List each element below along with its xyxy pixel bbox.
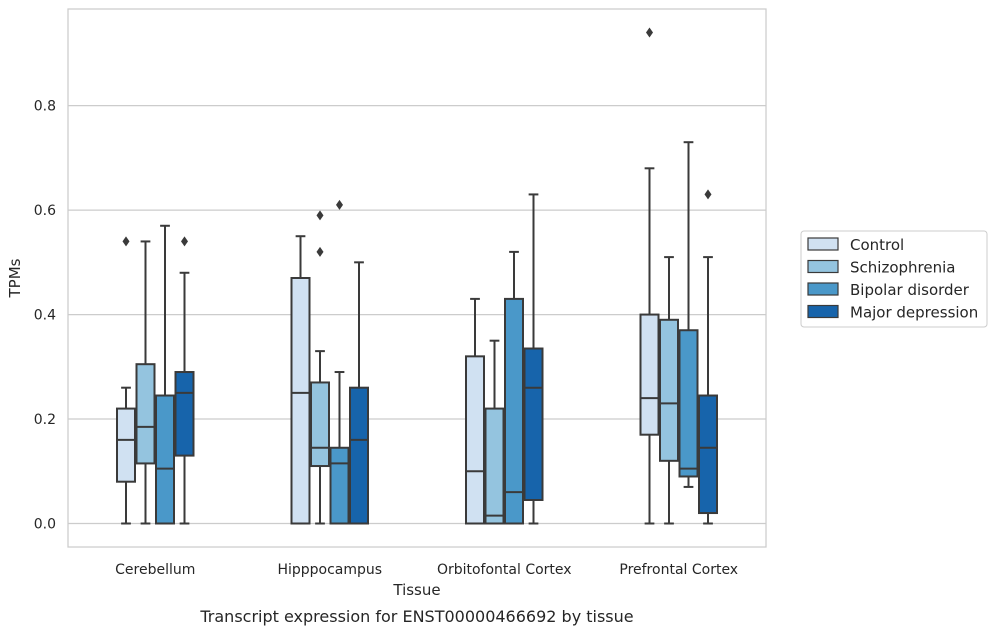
legend: Control Schizophrenia Bipolar disorder Majo… xyxy=(800,230,988,328)
legend-swatch xyxy=(807,259,839,274)
chart-caption: Transcript expression for ENST0000046669… xyxy=(199,607,633,626)
box-iqr xyxy=(484,407,505,525)
box-iqr xyxy=(310,381,330,468)
box-major-depression xyxy=(349,261,369,525)
box-iqr xyxy=(155,394,175,525)
x-tick-label: Cerebellum xyxy=(115,562,195,578)
y-tick-label: 0.6 xyxy=(34,203,56,219)
legend-item-major-depression: Major depression xyxy=(807,304,978,322)
outlier-point xyxy=(336,199,343,210)
box-iqr xyxy=(659,318,679,462)
legend-label: Schizophrenia xyxy=(850,259,955,277)
legend-label: Control xyxy=(850,236,904,254)
x-tick-label: Prefrontal Cortex xyxy=(619,562,738,578)
outlier-point xyxy=(122,236,130,247)
outlier-point xyxy=(704,189,712,200)
y-tick-label: 0.8 xyxy=(34,99,56,115)
box-major-depression xyxy=(698,189,718,525)
box-schizophrenia xyxy=(135,240,156,525)
box-iqr xyxy=(135,363,156,465)
box-control xyxy=(116,236,136,525)
box-iqr xyxy=(116,407,136,483)
box-bipolar-disorder xyxy=(155,224,175,525)
legend-label: Major depression xyxy=(850,304,978,322)
box-iqr xyxy=(639,313,660,436)
box-bipolar-disorder xyxy=(329,199,350,525)
legend-swatch xyxy=(807,282,839,296)
box-iqr xyxy=(465,355,485,525)
legend-item-schizophrenia: Schizophrenia xyxy=(807,259,955,277)
legend-swatch xyxy=(807,237,839,251)
box-groups xyxy=(116,27,718,525)
legend-frame xyxy=(800,230,988,328)
category-group-cerebellum xyxy=(116,224,195,525)
box-major-depression xyxy=(174,236,195,525)
box-iqr xyxy=(504,297,524,525)
box-iqr xyxy=(698,394,718,515)
category-group-orbitofontal-cortex xyxy=(465,193,544,525)
box-schizophrenia xyxy=(484,339,505,525)
box-bipolar-disorder xyxy=(504,250,524,525)
y-tick-label: 0.4 xyxy=(34,308,56,324)
box-control xyxy=(290,235,311,525)
box-bipolar-disorder xyxy=(678,141,699,488)
category-group-prefrontal-cortex xyxy=(639,27,718,525)
category-group-hipppocampus xyxy=(290,199,369,525)
box-schizophrenia xyxy=(659,256,679,525)
x-tick-labels: Cerebellum Hipppocampus Orbitofontal Corte… xyxy=(115,562,738,578)
y-tick-labels: 0.0 0.2 0.4 0.6 0.8 xyxy=(34,99,56,533)
legend-item-bipolar-disorder: Bipolar disorder xyxy=(807,281,970,299)
box-iqr xyxy=(349,386,369,525)
outlier-point xyxy=(646,27,653,38)
legend-item-control: Control xyxy=(807,236,904,254)
outlier-point xyxy=(316,210,324,221)
box-iqr xyxy=(678,329,699,478)
legend-swatch xyxy=(807,304,839,319)
box-iqr xyxy=(329,446,350,525)
outlier-point xyxy=(316,246,324,257)
box-major-depression xyxy=(523,193,544,525)
box-control xyxy=(639,27,660,525)
box-iqr xyxy=(290,277,311,525)
plot-frame xyxy=(67,8,767,548)
legend-label: Bipolar disorder xyxy=(850,281,970,299)
box-schizophrenia xyxy=(310,210,330,525)
x-tick-label: Orbitofontal Cortex xyxy=(437,562,572,578)
y-tick-label: 0.0 xyxy=(34,516,56,532)
box-iqr xyxy=(523,347,544,501)
x-tick-label: Hipppocampus xyxy=(277,562,382,578)
y-axis-label: TPMs xyxy=(6,258,24,298)
x-axis-label: Tissue xyxy=(392,581,440,599)
box-control xyxy=(465,297,485,525)
box-iqr xyxy=(174,371,195,457)
outlier-point xyxy=(181,236,188,247)
y-tick-label: 0.2 xyxy=(34,412,56,428)
